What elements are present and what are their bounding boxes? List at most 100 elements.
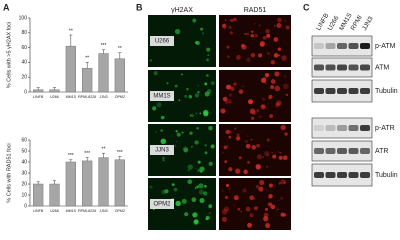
foci (276, 100, 282, 106)
foci (264, 76, 267, 79)
foci (256, 154, 263, 160)
band-label: Tubulin (375, 172, 398, 179)
significance-label: *** (84, 151, 90, 157)
bar (98, 157, 109, 207)
foci (208, 125, 213, 131)
blot-band (314, 172, 324, 178)
foci (173, 187, 178, 192)
bar (114, 58, 125, 93)
x-tick-label: JJN3 (99, 95, 107, 99)
foci (266, 189, 268, 191)
foci (224, 100, 228, 104)
blot-band (337, 64, 347, 71)
foci (267, 202, 272, 207)
significance-label: ** (102, 147, 106, 153)
foci (152, 106, 157, 111)
foci (208, 161, 213, 166)
foci (285, 93, 289, 97)
foci (176, 140, 178, 143)
foci (262, 156, 264, 158)
foci (228, 25, 232, 29)
row-label: MM1S (153, 94, 170, 100)
foci (274, 71, 280, 77)
foci (228, 167, 233, 172)
foci (155, 131, 157, 133)
foci (284, 132, 288, 136)
blot-band (325, 43, 336, 49)
foci (277, 17, 282, 23)
micrograph (219, 15, 291, 67)
foci (280, 212, 285, 217)
blot-band (325, 125, 336, 131)
foci (249, 108, 256, 115)
foci (255, 184, 260, 189)
panel-label: B (136, 2, 143, 12)
bar (82, 68, 93, 93)
foci (228, 93, 233, 97)
foci (262, 97, 266, 101)
foci (194, 187, 197, 189)
y-tick-label: 40 (21, 60, 27, 66)
foci (259, 115, 262, 119)
foci (251, 145, 257, 150)
blot-band (360, 125, 370, 131)
foci (199, 198, 205, 204)
foci (278, 155, 283, 160)
panel-label: C (303, 2, 310, 12)
significance-label: *** (117, 150, 123, 156)
foci (259, 180, 265, 186)
foci (224, 206, 230, 212)
foci (222, 152, 224, 154)
foci (249, 213, 254, 218)
blot-band (348, 64, 359, 71)
foci (191, 145, 193, 148)
foci (275, 102, 280, 107)
foci (233, 204, 236, 207)
foci (250, 33, 255, 38)
bar (33, 183, 44, 207)
x-tick-label: U266 (50, 209, 59, 213)
foci (187, 179, 193, 185)
foci (204, 151, 208, 155)
foci (278, 54, 281, 57)
foci (245, 206, 251, 212)
foci (195, 167, 197, 169)
foci (264, 207, 268, 211)
bar (49, 183, 60, 207)
foci (187, 169, 190, 172)
foci (283, 181, 286, 184)
foci (243, 169, 248, 174)
foci (270, 60, 276, 65)
y-tick-label: 0 (24, 89, 27, 95)
foci (233, 17, 237, 22)
significance-label: *** (101, 43, 107, 49)
row-label: OPM2 (153, 202, 171, 208)
foci (254, 33, 258, 38)
row-label-bg (150, 36, 174, 46)
bar (49, 89, 60, 93)
blot-band (360, 88, 370, 94)
blot-band (325, 172, 336, 178)
foci (250, 52, 256, 58)
foci (266, 33, 271, 38)
foci (285, 25, 290, 30)
foci (235, 168, 241, 174)
blot-band (314, 88, 324, 94)
foci (206, 47, 211, 52)
foci (204, 185, 207, 188)
y-tick-label: 100 (19, 15, 28, 21)
foci (270, 85, 275, 90)
foci (207, 89, 212, 94)
foci (189, 131, 193, 135)
foci (247, 101, 250, 103)
foci (204, 82, 208, 86)
blot-band (360, 148, 370, 154)
foci (203, 191, 208, 196)
foci (233, 82, 237, 86)
foci (221, 208, 228, 215)
foci (200, 170, 203, 173)
y-tick-label: 40 (21, 159, 27, 165)
y-tick-label: 10 (21, 192, 27, 198)
foci (242, 188, 247, 193)
